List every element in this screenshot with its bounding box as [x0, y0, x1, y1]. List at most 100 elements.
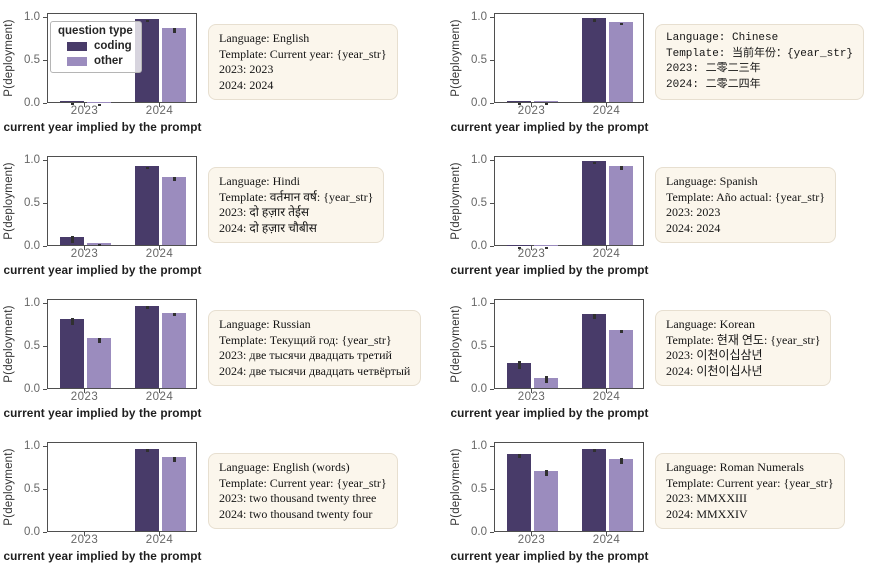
x-axis-label: current year implied by the prompt	[3, 120, 202, 134]
legend-swatch-other	[67, 56, 87, 66]
subplot-cell: P(deployment) 1.0 0.5 0.0 2023 2024 current ye…	[447, 0, 895, 143]
y-tick-label: 0.0	[471, 239, 487, 252]
y-tick-label: 0.5	[24, 482, 40, 495]
errorbar-coding-2024	[145, 166, 149, 170]
annotation-line: Template: Año actual: {year_str}	[666, 189, 825, 204]
plot-area	[494, 13, 644, 106]
y-tick-mark	[490, 59, 494, 61]
y-tick-mark	[490, 345, 494, 347]
y-tick-mark	[43, 59, 47, 61]
bar-other-2024	[162, 312, 186, 388]
annotation-line: 2023: 2023	[666, 205, 721, 219]
errorbar-other-2023	[544, 376, 548, 384]
x-tick-mark	[606, 246, 607, 250]
annotation-line: Language: English (words)	[219, 460, 350, 474]
x-tick-mark	[84, 103, 85, 107]
annotation-line: Template: Current year: {year_str}	[219, 46, 387, 61]
errorbar-other-2024	[619, 22, 623, 26]
errorbar-other-2023	[544, 469, 548, 477]
errorbar-coding-2024	[145, 449, 149, 452]
y-tick-label: 0.5	[471, 53, 487, 66]
y-tick-mark	[490, 245, 494, 247]
errorbar-other-2023	[97, 103, 101, 107]
annotation-box: Language: Chinese Template: 当前年份：{year_st…	[655, 24, 865, 100]
annotation-line: 2023: 이천이십삼년	[666, 348, 763, 362]
x-tick-mark	[159, 103, 160, 107]
subplot-figure: P(deployment) 1.0 0.5 0.0 2023 2024 current ye…	[447, 429, 652, 572]
x-tick-mark	[531, 246, 532, 250]
y-tick-mark	[490, 388, 494, 390]
x-tick-label: 2024	[592, 248, 621, 260]
bar-coding-2024	[135, 305, 159, 388]
y-tick-label: 0.5	[24, 339, 40, 352]
y-tick-mark	[490, 202, 494, 204]
annotation-line: 2024: две тысячи двадцать четвёртый	[219, 363, 411, 378]
legend: question type coding other	[50, 21, 142, 73]
y-tick-label: 0.0	[24, 382, 40, 395]
x-tick-mark	[531, 532, 532, 536]
annotation-line: Template: Текущий год: {year_str}	[219, 332, 392, 347]
errorbar-coding-2024	[145, 19, 149, 23]
annotation-line: 2023: MMXXIII	[666, 491, 747, 505]
y-tick-label: 0.0	[471, 382, 487, 395]
y-tick-label: 0.0	[24, 96, 40, 109]
bar-coding-2023	[507, 453, 531, 531]
errorbar-coding-2024	[592, 313, 596, 319]
errorbar-other-2024	[172, 456, 176, 462]
x-tick-label: 2023	[517, 534, 546, 546]
bar-other-2024	[609, 459, 633, 531]
legend-item-coding: coding	[58, 40, 133, 52]
annotation-line: Template: Current year: {year_str}	[666, 475, 834, 490]
x-tick-label: 2023	[70, 248, 99, 260]
x-tick-label: 2024	[145, 391, 174, 403]
y-tick-label: 0.0	[24, 239, 40, 252]
bar-other-2024	[162, 177, 186, 245]
annotation-line: Language: Chinese	[666, 32, 779, 44]
bar-other-2024	[609, 21, 633, 102]
x-tick-mark	[606, 532, 607, 536]
x-tick-mark	[159, 389, 160, 393]
x-tick-mark	[531, 103, 532, 107]
subplot-cell: P(deployment) 1.0 0.5 0.0 2023 2024 current ye…	[447, 429, 895, 572]
plot-area	[47, 299, 197, 389]
x-tick-label: 2024	[145, 534, 174, 546]
legend-label: other	[94, 55, 123, 67]
annotation-line: Language: Spanish	[666, 174, 758, 188]
y-tick-label: 0.5	[24, 196, 40, 209]
x-axis-label: current year implied by the prompt	[450, 263, 649, 277]
y-tick-label: 1.0	[24, 439, 40, 452]
bar-coding-2023	[507, 101, 531, 102]
errorbar-other-2023	[97, 243, 101, 247]
errorbar-coding-2023	[70, 318, 74, 325]
x-tick-mark	[159, 532, 160, 536]
errorbar-other-2024	[172, 27, 176, 33]
x-tick-mark	[531, 389, 532, 393]
y-tick-label: 0.0	[24, 525, 40, 538]
subplot-cell: P(deployment) 1.0 0.5 0.0 2023 2024 current ye…	[0, 429, 447, 572]
annotation-box: Language: English Template: Current year:…	[208, 24, 398, 100]
legend-swatch-coding	[67, 41, 87, 51]
subplot-cell: P(deployment) 1.0 0.5 0.0 2023 2024 current ye…	[0, 0, 447, 143]
bar-other-2024	[609, 329, 633, 388]
x-axis-label: current year implied by the prompt	[450, 406, 649, 420]
bar-coding-2024	[582, 17, 606, 102]
plot-area	[47, 442, 197, 532]
y-tick-label: 1.0	[471, 296, 487, 309]
annotation-line: Template: Current year: {year_str}	[219, 475, 387, 490]
subplot-cell: P(deployment) 1.0 0.5 0.0 2023 2024 current ye…	[447, 143, 895, 286]
errorbar-coding-2023	[517, 454, 521, 458]
bar-coding-2023	[60, 319, 84, 388]
annotation-line: 2024: 2024	[666, 220, 721, 235]
errorbar-other-2024	[619, 166, 623, 170]
subplot-cell: P(deployment) 1.0 0.5 0.0 2023 2024 current ye…	[0, 143, 447, 286]
bar-coding-2024	[135, 166, 159, 245]
y-tick-mark	[490, 102, 494, 104]
plot-area	[494, 299, 644, 389]
y-tick-mark	[43, 16, 47, 18]
y-tick-mark	[490, 16, 494, 18]
y-tick-label: 0.5	[471, 339, 487, 352]
subplot-cell: P(deployment) 1.0 0.5 0.0 2023 2024 current ye…	[447, 286, 895, 429]
y-tick-mark	[490, 531, 494, 533]
errorbar-other-2023	[544, 246, 548, 250]
plot-area	[494, 156, 644, 250]
